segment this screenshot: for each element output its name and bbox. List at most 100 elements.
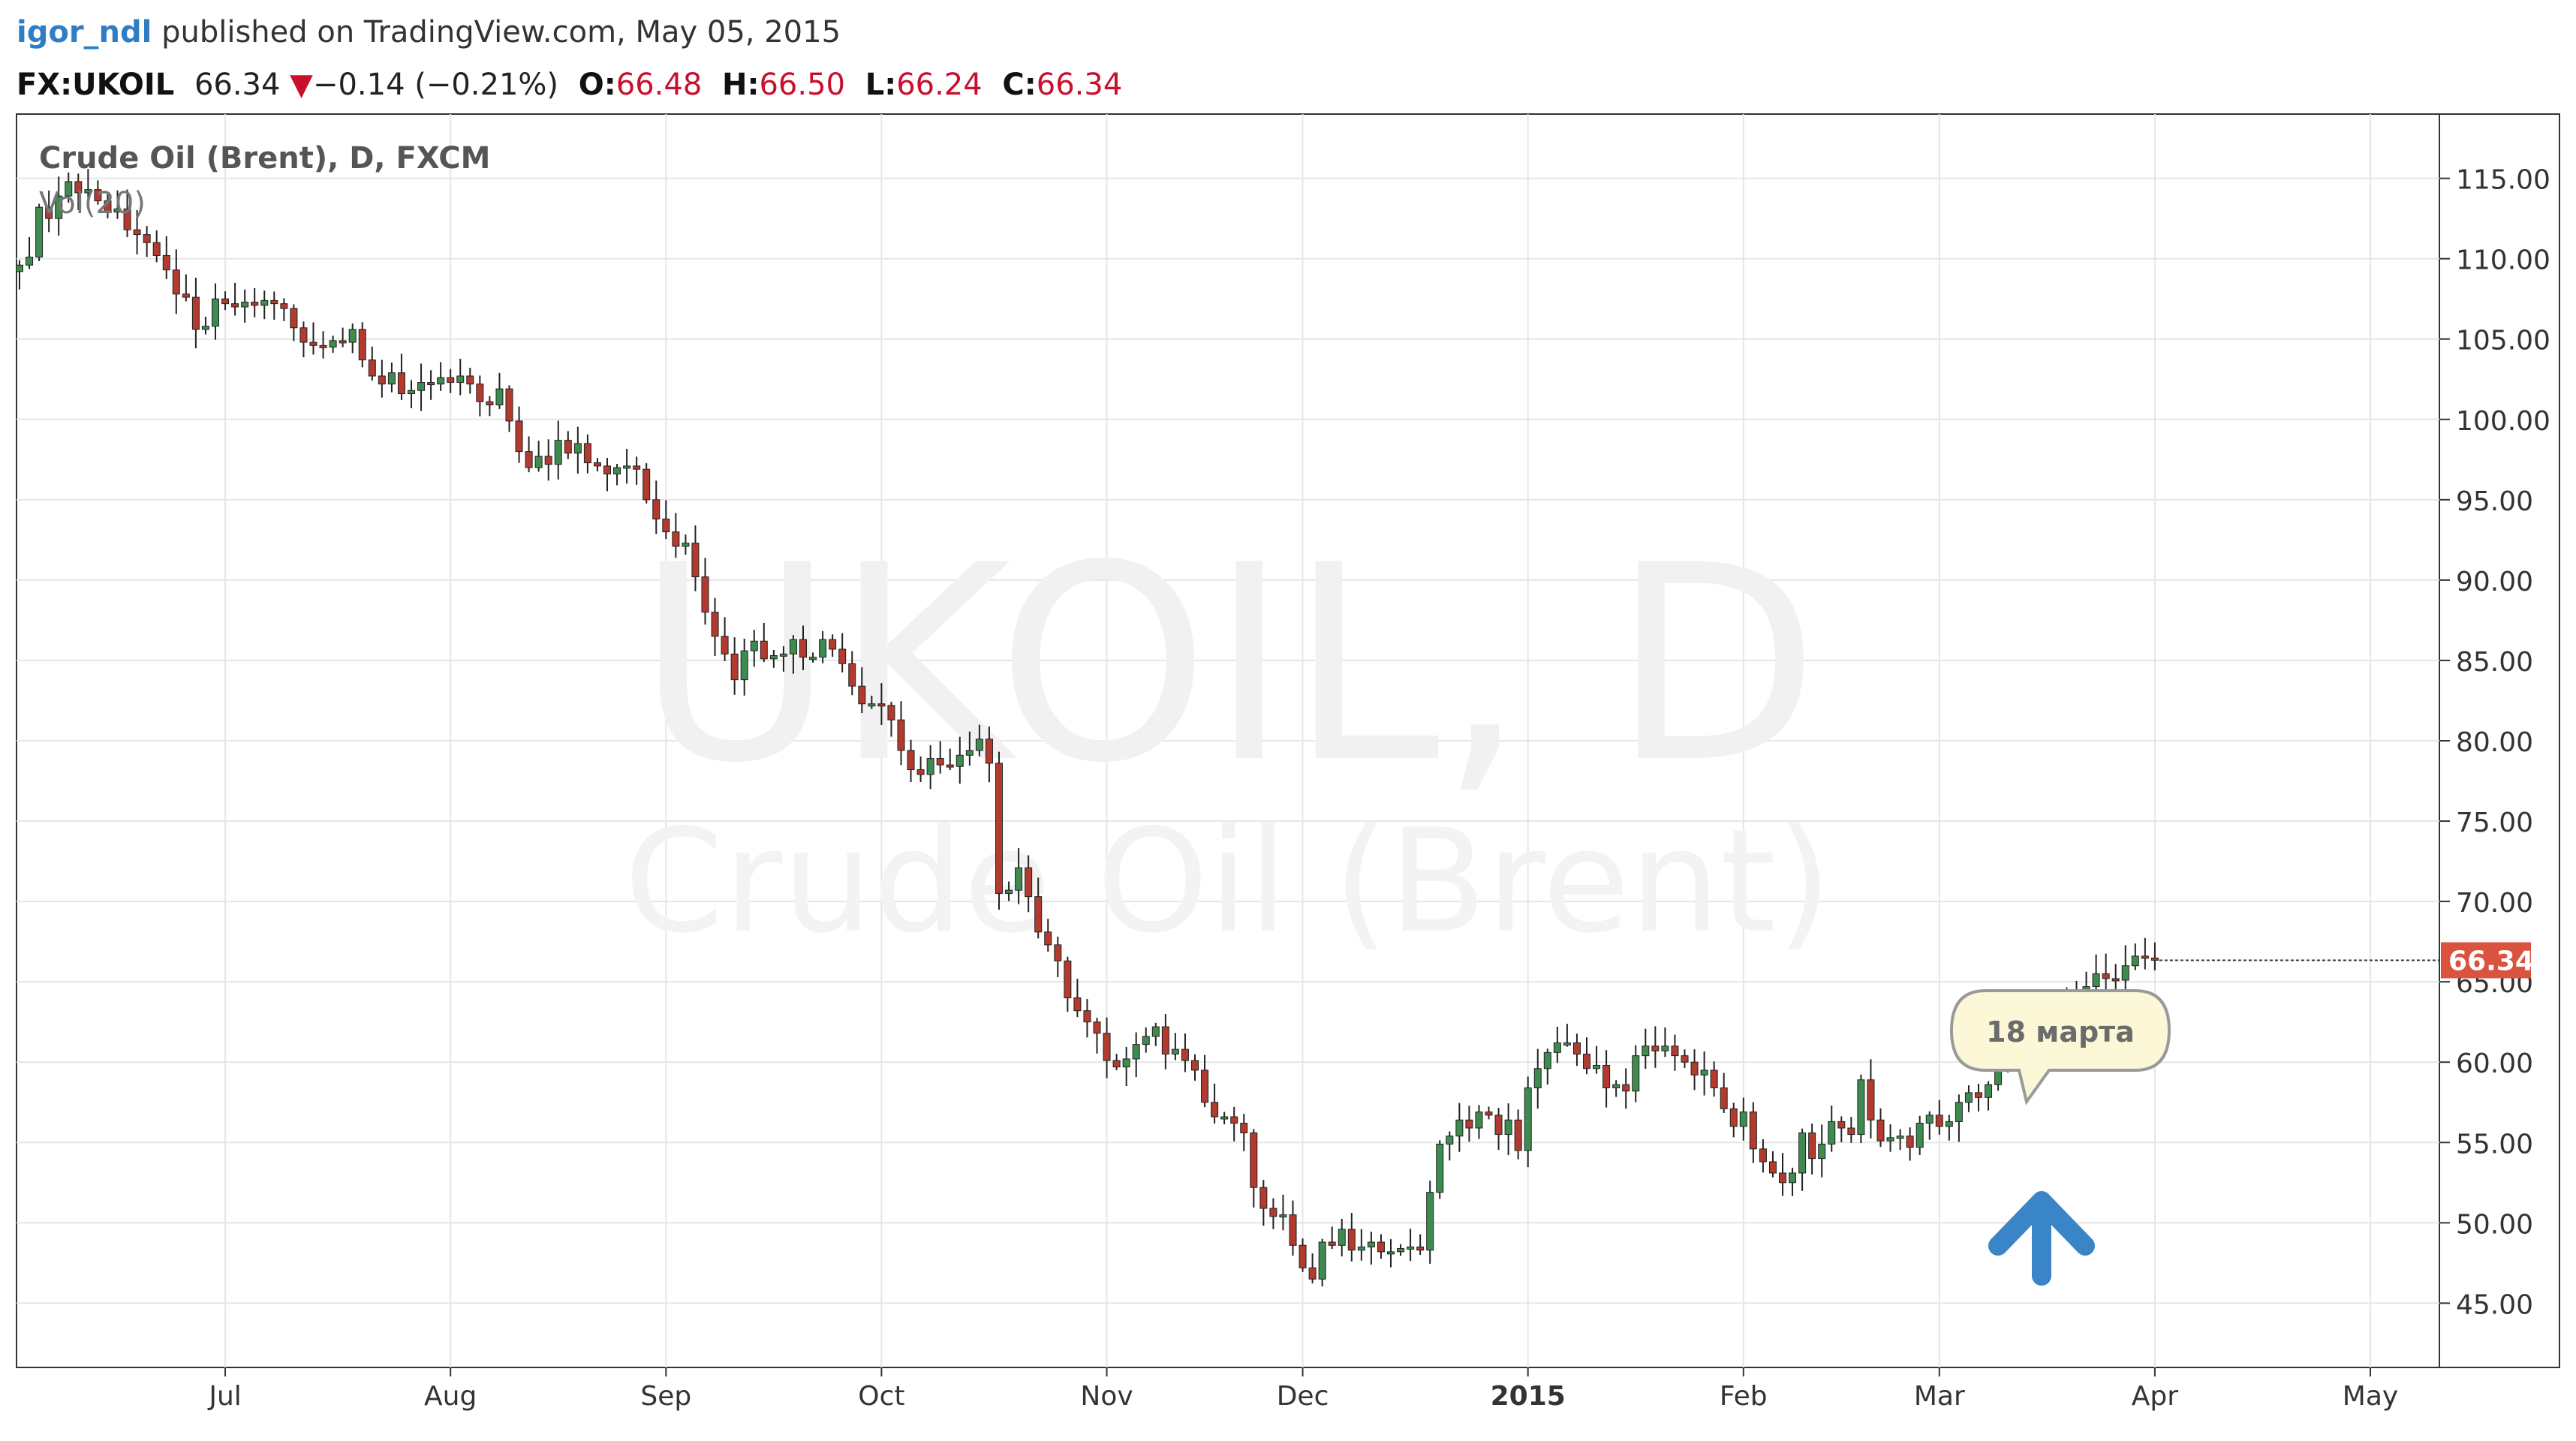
candle[interactable] bbox=[1201, 1054, 1209, 1108]
candle[interactable] bbox=[1269, 1198, 1277, 1229]
candle[interactable] bbox=[339, 327, 347, 347]
candle[interactable] bbox=[427, 370, 435, 400]
candle[interactable] bbox=[1220, 1112, 1229, 1125]
candle[interactable] bbox=[1867, 1059, 1875, 1139]
candle[interactable] bbox=[1426, 1181, 1434, 1264]
candle[interactable] bbox=[936, 741, 944, 774]
candle[interactable] bbox=[1710, 1061, 1718, 1097]
candles[interactable] bbox=[16, 169, 2159, 1287]
candle[interactable] bbox=[1122, 1046, 1130, 1087]
candle[interactable] bbox=[2131, 943, 2139, 970]
candle[interactable] bbox=[672, 513, 680, 558]
candle[interactable] bbox=[1132, 1032, 1140, 1078]
candle[interactable] bbox=[652, 480, 661, 534]
candle[interactable] bbox=[789, 635, 797, 674]
candle[interactable] bbox=[143, 226, 151, 257]
candle[interactable] bbox=[123, 189, 131, 238]
candle[interactable] bbox=[447, 369, 455, 393]
candle[interactable] bbox=[662, 500, 670, 540]
candle[interactable] bbox=[1798, 1128, 1807, 1191]
candle[interactable] bbox=[1093, 1018, 1101, 1054]
candle[interactable] bbox=[368, 346, 376, 381]
candle[interactable] bbox=[1308, 1253, 1317, 1284]
symbol-label[interactable]: FX:UKOIL bbox=[17, 68, 175, 102]
candle[interactable] bbox=[897, 701, 905, 766]
candle[interactable] bbox=[1112, 1054, 1121, 1070]
candle[interactable] bbox=[1377, 1234, 1385, 1259]
annotation-callout[interactable]: 18 марта bbox=[1949, 989, 2171, 1106]
candle[interactable] bbox=[1964, 1085, 1973, 1112]
candle[interactable] bbox=[299, 321, 308, 358]
candle[interactable] bbox=[1407, 1229, 1415, 1262]
candle[interactable] bbox=[593, 458, 601, 472]
candle[interactable] bbox=[133, 209, 141, 254]
candle[interactable] bbox=[476, 375, 484, 417]
candle[interactable] bbox=[162, 236, 170, 279]
candle[interactable] bbox=[437, 362, 445, 391]
candle[interactable] bbox=[750, 630, 758, 667]
candle[interactable] bbox=[2102, 953, 2110, 997]
candle[interactable] bbox=[1779, 1153, 1786, 1196]
candle[interactable] bbox=[397, 353, 405, 400]
candle[interactable] bbox=[1533, 1048, 1542, 1109]
candle[interactable] bbox=[1828, 1106, 1836, 1152]
candle[interactable] bbox=[1553, 1027, 1561, 1063]
candle[interactable] bbox=[682, 534, 690, 555]
candle[interactable] bbox=[1015, 848, 1023, 904]
candle[interactable] bbox=[1328, 1226, 1336, 1250]
candle[interactable] bbox=[231, 282, 239, 316]
candle[interactable] bbox=[1612, 1080, 1621, 1097]
candle[interactable] bbox=[94, 180, 102, 205]
candle[interactable] bbox=[1446, 1131, 1454, 1161]
candle[interactable] bbox=[1151, 1022, 1160, 1046]
candle[interactable] bbox=[1602, 1050, 1611, 1108]
author-link[interactable]: igor_ndl bbox=[17, 15, 152, 50]
candle[interactable] bbox=[1768, 1151, 1777, 1178]
candle[interactable] bbox=[1642, 1028, 1650, 1069]
candle[interactable] bbox=[45, 190, 53, 233]
candle[interactable] bbox=[554, 420, 562, 480]
candle[interactable] bbox=[1906, 1127, 1914, 1161]
candle[interactable] bbox=[525, 436, 533, 473]
candle[interactable] bbox=[182, 274, 190, 302]
candle[interactable] bbox=[1632, 1045, 1640, 1103]
candle[interactable] bbox=[1338, 1218, 1346, 1257]
candle[interactable] bbox=[1494, 1108, 1503, 1151]
candle[interactable] bbox=[329, 335, 337, 353]
candle[interactable] bbox=[946, 748, 954, 771]
candle[interactable] bbox=[466, 368, 474, 394]
candle[interactable] bbox=[691, 525, 700, 591]
candle[interactable] bbox=[2141, 937, 2149, 970]
candle[interactable] bbox=[1357, 1229, 1365, 1261]
candle[interactable] bbox=[2121, 945, 2129, 990]
candle[interactable] bbox=[838, 633, 847, 672]
candle[interactable] bbox=[1181, 1033, 1189, 1072]
candle[interactable] bbox=[1975, 1083, 1982, 1112]
candle[interactable] bbox=[104, 193, 112, 218]
candle[interactable] bbox=[152, 230, 161, 263]
candle[interactable] bbox=[1876, 1108, 1885, 1148]
candle[interactable] bbox=[1759, 1139, 1767, 1173]
candle[interactable] bbox=[1837, 1116, 1846, 1142]
candle[interactable] bbox=[270, 291, 278, 320]
candle[interactable] bbox=[1818, 1124, 1826, 1178]
candle[interactable] bbox=[358, 322, 366, 368]
candle[interactable] bbox=[1543, 1048, 1551, 1085]
candle[interactable] bbox=[172, 249, 180, 314]
candle[interactable] bbox=[1690, 1049, 1699, 1091]
candle[interactable] bbox=[1857, 1074, 1865, 1143]
candle[interactable] bbox=[113, 190, 122, 219]
candle[interactable] bbox=[515, 406, 523, 463]
candle[interactable] bbox=[1025, 855, 1033, 913]
candle[interactable] bbox=[1700, 1051, 1708, 1096]
candle[interactable] bbox=[1925, 1111, 1934, 1140]
candle[interactable] bbox=[799, 625, 807, 670]
candle[interactable] bbox=[1945, 1115, 1953, 1141]
candle[interactable] bbox=[486, 396, 494, 417]
candle[interactable] bbox=[1985, 1081, 1993, 1111]
candle[interactable] bbox=[319, 331, 327, 359]
candle[interactable] bbox=[1896, 1129, 1904, 1151]
candle[interactable] bbox=[955, 736, 964, 784]
candle[interactable] bbox=[309, 322, 317, 355]
candle[interactable] bbox=[408, 380, 415, 408]
